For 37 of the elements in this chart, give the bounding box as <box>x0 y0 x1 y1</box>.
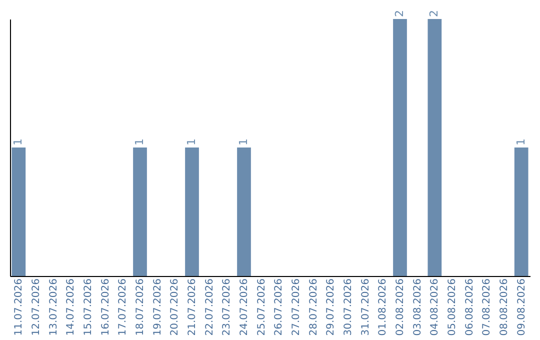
x-tick-label: 03.08.2026 <box>412 278 424 336</box>
x-tick-label: 07.08.2026 <box>482 278 493 336</box>
x-tick-label: 02.08.2026 <box>395 278 406 336</box>
x-tick-label: 11.07.2026 <box>14 278 25 336</box>
x-tick-label: 04.08.2026 <box>430 278 441 336</box>
x-tick-label: 21.07.2026 <box>187 278 198 336</box>
x-tick-label: 25.07.2026 <box>256 278 268 336</box>
x-tick-label: 14.07.2026 <box>66 278 77 336</box>
data-label: 1 <box>237 138 250 146</box>
x-tick-label: 05.08.2026 <box>447 278 458 336</box>
x-tick-label: 23.07.2026 <box>222 278 233 336</box>
x-tick-label: 20.07.2026 <box>170 278 181 336</box>
x-tick-label: 22.07.2026 <box>204 278 216 336</box>
data-label: 1 <box>133 138 146 146</box>
data-label: 2 <box>428 10 441 17</box>
x-tick-label: 17.07.2026 <box>118 278 129 336</box>
x-tick-label: 26.07.2026 <box>274 278 285 336</box>
data-label: 1 <box>514 138 528 146</box>
x-tick-label: 09.08.2026 <box>516 278 528 336</box>
x-tick-label: 24.07.2026 <box>239 278 250 336</box>
x-tick-label: 29.07.2026 <box>326 278 337 336</box>
x-tick-label: 18.07.2026 <box>135 278 146 336</box>
x-tick-label: 06.08.2026 <box>464 278 476 336</box>
x-tick-label: 30.07.2026 <box>343 278 354 336</box>
x-tick-label: 12.07.2026 <box>31 278 42 336</box>
x-tick-label: 28.07.2026 <box>308 278 320 336</box>
x-tick-label: 31.07.2026 <box>360 278 372 336</box>
x-tick-label: 13.07.2026 <box>48 278 60 336</box>
data-label: 1 <box>12 138 25 146</box>
x-tick-label: 16.07.2026 <box>100 278 112 336</box>
x-tick-label: 15.07.2026 <box>83 278 94 336</box>
data-label: 2 <box>393 10 406 17</box>
data-label: 1 <box>185 138 198 146</box>
x-tick-label: 08.08.2026 <box>499 278 510 336</box>
x-tick-label: 19.07.2026 <box>152 278 164 336</box>
x-tick-label: 27.07.2026 <box>291 278 302 336</box>
x-tick-label: 01.08.2026 <box>378 278 389 336</box>
